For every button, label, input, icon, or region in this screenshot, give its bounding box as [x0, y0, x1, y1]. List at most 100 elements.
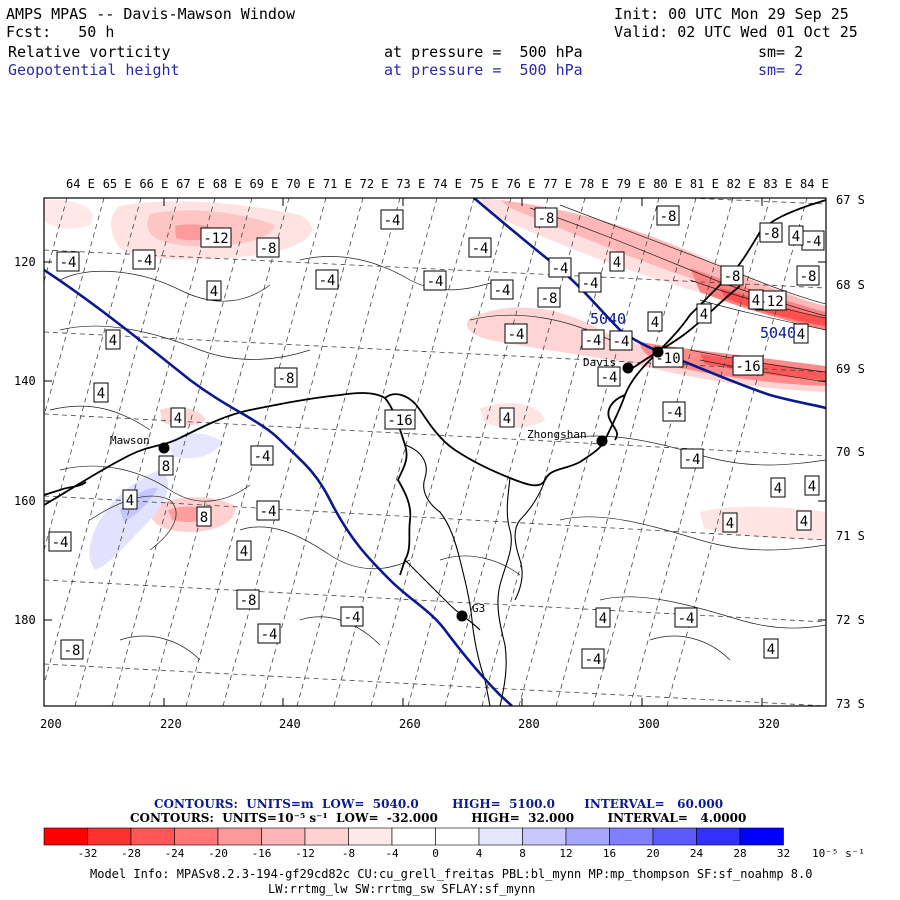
station-g3: G3	[456, 602, 485, 622]
vorticity-contour-label: -4	[581, 329, 605, 350]
vorticity-label-text: -8	[64, 643, 81, 659]
x-axis-label: 260	[399, 717, 421, 731]
lon-label: 76 E	[506, 177, 535, 191]
y-axis-label: 120	[14, 255, 36, 269]
lon-label: 66 E	[139, 177, 168, 191]
vorticity-label-text: 4	[240, 544, 248, 560]
vorticity-label-text: -12	[203, 231, 228, 247]
lon-label: 75 E	[470, 177, 499, 191]
colorbar-cell	[609, 827, 654, 846]
vorticity-label-text: 8	[162, 459, 170, 475]
vorticity-label-text: 4	[726, 516, 734, 532]
meridian-line	[666, 198, 808, 706]
vorticity-contour-label: -4	[256, 500, 280, 521]
colorbar-cell	[87, 827, 132, 846]
vorticity-contour-label: 4	[793, 323, 809, 344]
colorbar-cell	[43, 827, 88, 846]
model-info-line2: LW:rrtmg_lw SW:rrtmg_sw SFLAY:sf_mynn	[268, 882, 536, 896]
colorbar-label: -8	[342, 847, 355, 860]
field2-name: Geopotential height	[8, 61, 180, 79]
vorticity-label-text: 4	[210, 284, 218, 300]
shade-topleft-edge	[44, 199, 93, 229]
vorticity-label-text: 4	[651, 315, 659, 331]
lat-label: 72 S	[836, 613, 865, 627]
vorticity-label-text: -16	[387, 413, 412, 429]
vorticity-contour-info: CONTOURS: UNITS=10⁻⁵ s⁻¹ LOW= -32.000 HI…	[130, 811, 747, 825]
colorbar-cell	[261, 827, 306, 846]
vorticity-contour-label: -4	[581, 648, 605, 669]
vorticity-label-text: -8	[260, 241, 277, 257]
axis-ticks	[43, 198, 826, 706]
station-name: Zhongshan	[527, 428, 587, 441]
lon-label: 67 E	[176, 177, 205, 191]
vorticity-label-text: 4	[126, 493, 134, 509]
vorticity-contour-label: -4	[801, 230, 825, 251]
vorticity-label-text: 4	[752, 293, 760, 309]
lon-label: 71 E	[323, 177, 352, 191]
vorticity-contour-label: 4	[499, 407, 515, 428]
vorticity-contour-label: -4	[468, 237, 492, 258]
vorticity-contour-label: 4	[93, 382, 109, 403]
vorticity-contour-label: 4	[763, 638, 779, 659]
vorticity-label-text: -4	[613, 334, 630, 350]
colorbar-label: -16	[252, 847, 272, 860]
vorticity-contour-label: -12	[200, 227, 232, 248]
vorticity-contour-label: -4	[315, 269, 339, 290]
meridian-line	[333, 198, 475, 706]
vorticity-label-text: -4	[344, 610, 361, 626]
colorbar-cell	[478, 827, 523, 846]
coast-davis-shelf	[629, 285, 741, 371]
meridian-line	[592, 198, 734, 706]
vorticity-label-text: -8	[240, 593, 257, 609]
vorticity-contour-label: -4	[56, 251, 80, 272]
lat-label: 68 S	[836, 278, 865, 292]
vorticity-contour-label: 4	[206, 280, 222, 301]
colorbar-cell	[217, 827, 262, 846]
vorticity-contour-label: 8	[158, 455, 174, 476]
lon-label: 80 E	[653, 177, 682, 191]
x-axis-label: 200	[40, 717, 62, 731]
x-axis-label: 320	[758, 717, 780, 731]
vorticity-contour-label: -8	[796, 265, 820, 286]
vorticity-label-text: 4	[792, 229, 800, 245]
vorticity-contour-label: 4	[796, 510, 812, 531]
vorticity-contour-label: 4	[595, 607, 611, 628]
station-marker-extra	[652, 346, 664, 358]
vorticity-label-text: -8	[538, 211, 555, 227]
station-name: G3	[472, 602, 485, 615]
vorticity-contour-label: -4	[250, 445, 274, 466]
coast-east-inner	[607, 394, 626, 441]
colorbar-label: 12	[559, 847, 572, 860]
vorticity-label-text: -4	[508, 327, 525, 343]
vorticity-label-text: -4	[601, 370, 618, 386]
vorticity-label-text: -4	[260, 504, 277, 520]
colorbar-label: 20	[646, 847, 659, 860]
vorticity-label-text: -4	[472, 241, 489, 257]
height-contours	[44, 198, 826, 706]
station-davis: Davis	[583, 356, 634, 374]
colorbar-label: -20	[208, 847, 228, 860]
vorticity-contour-label: 4	[696, 303, 712, 324]
station-marker	[158, 442, 170, 454]
colorbar-cell	[130, 827, 175, 846]
colorbar-label: 16	[603, 847, 616, 860]
colorbar-cell	[391, 827, 436, 846]
vorticity-label-text: -4	[678, 611, 695, 627]
colorbar-unit: 10⁻⁵ s⁻¹	[812, 847, 865, 860]
colorbar-cell	[739, 827, 784, 846]
vorticity-label-text: -4	[52, 535, 69, 551]
lon-label: 83 E	[763, 177, 792, 191]
colorbar-label: -28	[121, 847, 141, 860]
vorticity-contour-label: -4	[680, 448, 704, 469]
vorticity-label-text: -4	[254, 449, 271, 465]
vorticity-contour-label: -8	[236, 589, 260, 610]
lon-label: 78 E	[580, 177, 609, 191]
meridian-line	[44, 198, 179, 686]
vorticity-label-text: 4	[613, 255, 621, 271]
colorbar-cell	[348, 827, 393, 846]
vorticity-label-text: 4	[800, 514, 808, 530]
vorticity-label-text: 4	[97, 386, 105, 402]
meridian-line	[555, 198, 697, 706]
station-marker	[456, 610, 468, 622]
vorticity-label-text: 4	[174, 411, 182, 427]
